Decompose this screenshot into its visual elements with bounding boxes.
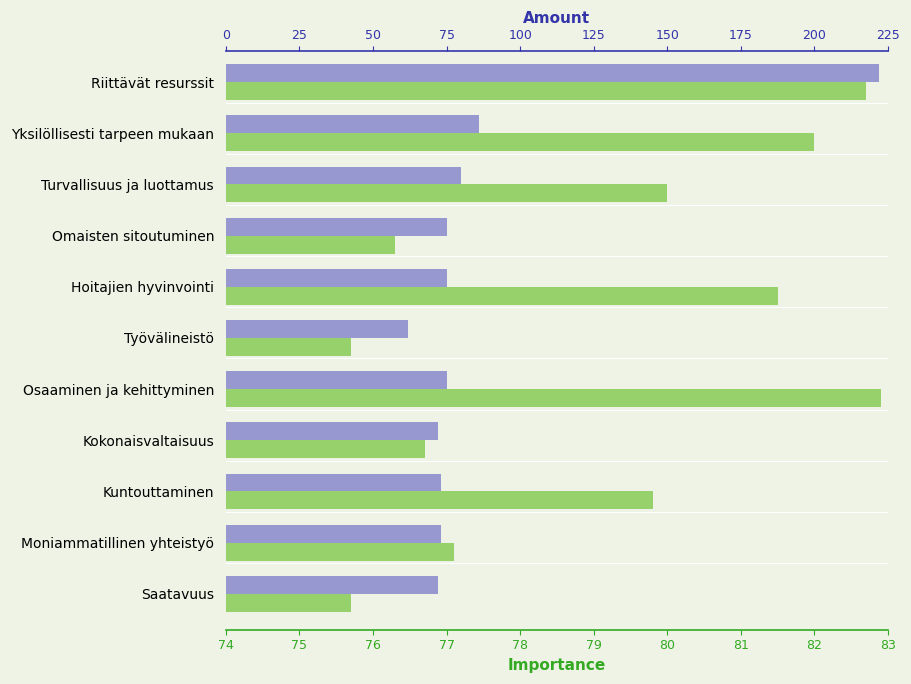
Bar <box>226 473 441 491</box>
Bar <box>226 542 454 560</box>
Bar <box>226 235 395 254</box>
Bar <box>226 185 668 202</box>
Bar <box>226 576 438 594</box>
Bar <box>226 133 814 151</box>
Bar <box>226 287 778 304</box>
Bar <box>226 338 351 356</box>
Bar <box>226 491 652 510</box>
X-axis label: Amount: Amount <box>524 11 590 26</box>
Bar <box>226 371 446 389</box>
Bar <box>226 389 881 407</box>
Bar <box>226 82 866 100</box>
Bar <box>226 269 446 287</box>
Bar <box>226 423 438 440</box>
Bar <box>226 166 461 185</box>
Bar <box>226 440 425 458</box>
Bar <box>226 594 351 611</box>
Bar <box>226 116 479 133</box>
Bar <box>226 64 879 82</box>
X-axis label: Importance: Importance <box>507 658 606 673</box>
Bar <box>226 525 441 542</box>
Bar <box>226 218 446 235</box>
Bar <box>226 320 408 338</box>
